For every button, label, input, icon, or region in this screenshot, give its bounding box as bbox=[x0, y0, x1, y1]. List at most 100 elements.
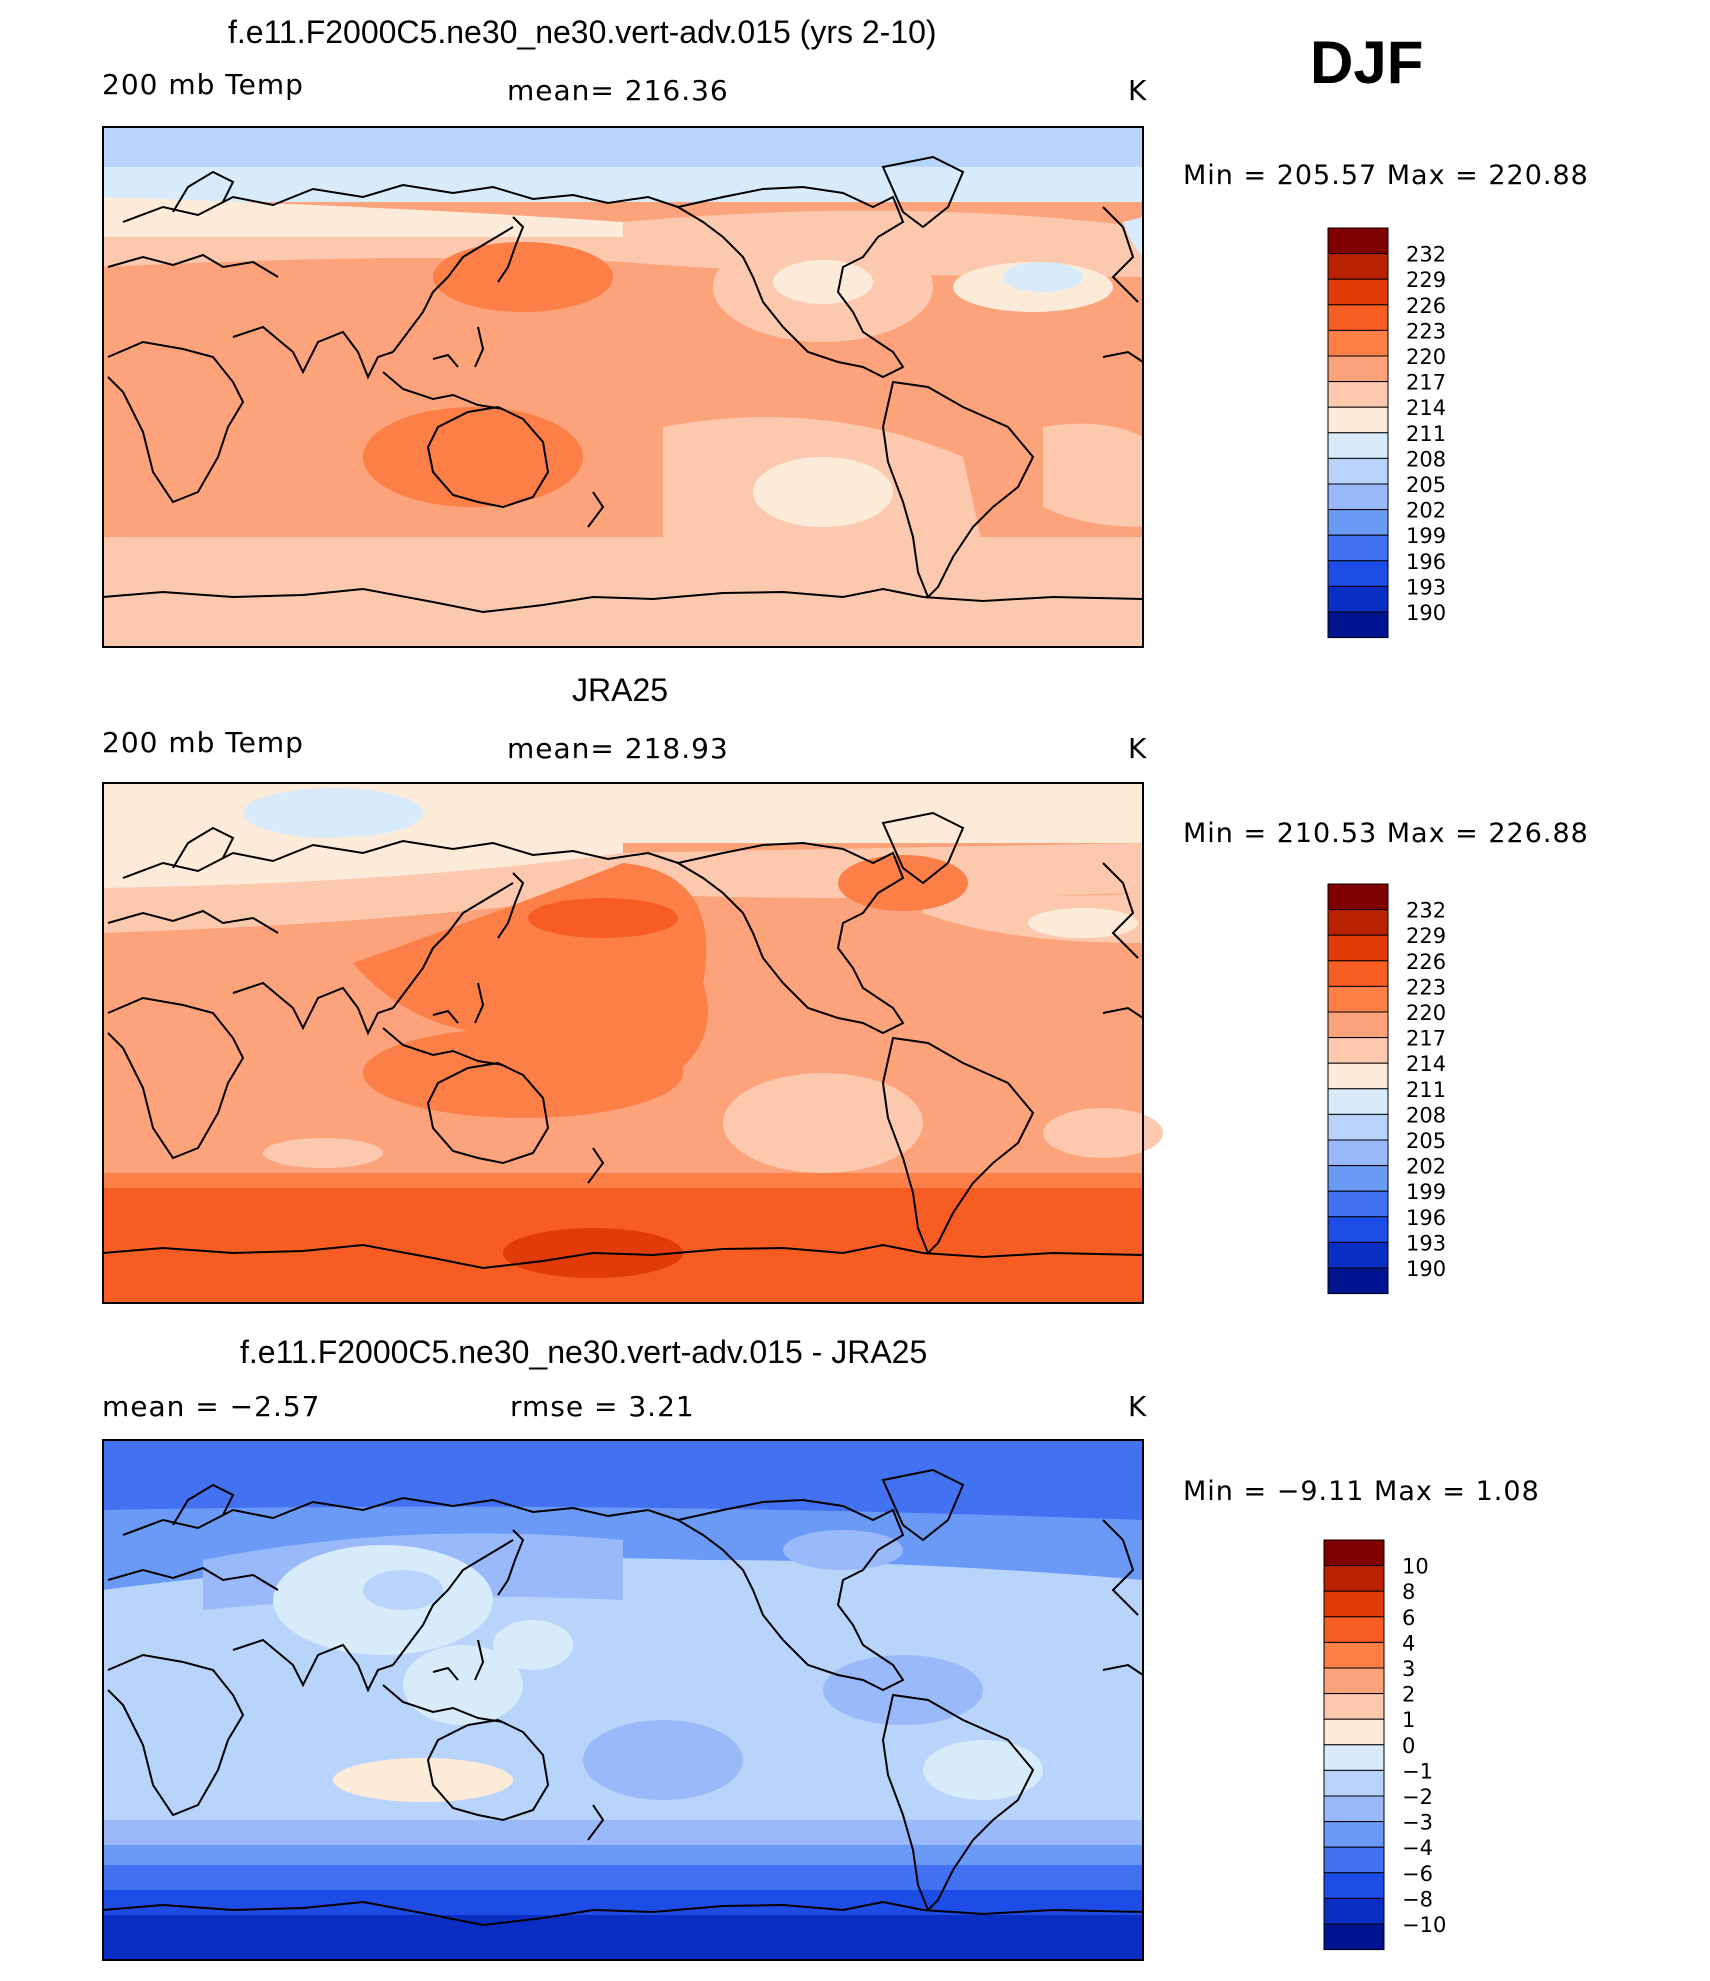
colorbar-tick-label: −3 bbox=[1402, 1811, 1433, 1835]
colorbar-tick-label: −4 bbox=[1402, 1836, 1433, 1860]
colorbar-swatch bbox=[1327, 1062, 1389, 1090]
colorbar-tick-label: 6 bbox=[1402, 1606, 1415, 1630]
colorbar-tick-label: −8 bbox=[1402, 1887, 1433, 1911]
colorbar-swatch bbox=[1327, 611, 1389, 639]
panel1-units: K bbox=[1128, 74, 1148, 107]
colorbar-tick-label: 193 bbox=[1406, 575, 1446, 599]
colorbar-tick-label: 220 bbox=[1406, 1001, 1446, 1025]
colorbar-swatch bbox=[1327, 381, 1389, 408]
colorbar-swatch bbox=[1323, 1667, 1385, 1695]
colorbar-swatch bbox=[1327, 278, 1389, 306]
colorbar-tick-label: 4 bbox=[1402, 1631, 1415, 1655]
colorbar-tick-label: 205 bbox=[1406, 1129, 1446, 1153]
colorbar-tick-label: 202 bbox=[1406, 499, 1446, 523]
colorbar-swatch bbox=[1327, 304, 1389, 331]
colorbar-tick-label: 190 bbox=[1406, 1257, 1446, 1281]
panel3-map bbox=[102, 1439, 1144, 1961]
colorbar-swatch bbox=[1327, 406, 1389, 434]
panel2-min-max: Min = 210.53 Max = 226.88 bbox=[1183, 818, 1589, 849]
colorbar-tick-label: 211 bbox=[1406, 1078, 1446, 1102]
colorbar-swatch bbox=[1327, 1165, 1389, 1192]
colorbar-swatch bbox=[1327, 1139, 1389, 1167]
colorbar-tick-label: 214 bbox=[1406, 1052, 1446, 1076]
colorbar-swatch bbox=[1327, 960, 1389, 987]
colorbar-swatch bbox=[1327, 909, 1389, 936]
colorbar-tick-label: 226 bbox=[1406, 950, 1446, 974]
panel2-variable-label: 200 mb Temp bbox=[102, 726, 304, 759]
colorbar-tick-label: 229 bbox=[1406, 924, 1446, 948]
colorbar-swatch bbox=[1323, 1693, 1385, 1720]
panel3-title: f.e11.F2000C5.ne30_ne30.vert-adv.015 - J… bbox=[240, 1334, 928, 1370]
colorbar-swatch bbox=[1323, 1846, 1385, 1874]
colorbar-swatch bbox=[1323, 1744, 1385, 1771]
colorbar-swatch bbox=[1323, 1872, 1385, 1899]
colorbar-swatch bbox=[1327, 985, 1389, 1013]
panel1-title: f.e11.F2000C5.ne30_ne30.vert-adv.015 (yr… bbox=[228, 14, 937, 50]
colorbar-tick-label: 202 bbox=[1406, 1155, 1446, 1179]
colorbar-tick-label: 196 bbox=[1406, 1206, 1446, 1230]
colorbar-tick-label: 193 bbox=[1406, 1231, 1446, 1255]
colorbar-swatch bbox=[1327, 1088, 1389, 1115]
panel1-variable-label: 200 mb Temp bbox=[102, 68, 304, 101]
colorbar-tick-label: −6 bbox=[1402, 1862, 1433, 1886]
colorbar-tick-label: 229 bbox=[1406, 268, 1446, 292]
colorbar-tick-label: 223 bbox=[1406, 319, 1446, 343]
panel3-rmse-label: rmse = 3.21 bbox=[510, 1390, 695, 1423]
panel3-mean-label: mean = −2.57 bbox=[102, 1390, 321, 1423]
panel1-colorbar: 2322292262232202172142112082052021991961… bbox=[1327, 227, 1446, 639]
colorbar-tick-label: 2 bbox=[1402, 1683, 1415, 1707]
colorbar-tick-label: 211 bbox=[1406, 422, 1446, 446]
colorbar-tick-label: 10 bbox=[1402, 1555, 1429, 1579]
colorbar-swatch bbox=[1327, 1037, 1389, 1064]
colorbar-tick-label: 223 bbox=[1406, 975, 1446, 999]
colorbar-swatch bbox=[1327, 1216, 1389, 1243]
colorbar-swatch bbox=[1327, 560, 1389, 587]
colorbar-swatch bbox=[1327, 432, 1389, 459]
colorbar-swatch bbox=[1327, 585, 1389, 613]
colorbar-swatch bbox=[1323, 1923, 1385, 1951]
colorbar-swatch bbox=[1323, 1821, 1385, 1848]
colorbar-swatch bbox=[1327, 253, 1389, 280]
colorbar-tick-label: −1 bbox=[1402, 1759, 1433, 1783]
colorbar-tick-label: 199 bbox=[1406, 524, 1446, 548]
colorbar-swatch bbox=[1327, 457, 1389, 485]
colorbar-tick-label: 1 bbox=[1402, 1708, 1415, 1732]
colorbar-tick-label: 232 bbox=[1406, 899, 1446, 923]
colorbar-swatch bbox=[1327, 329, 1389, 357]
colorbar-swatch bbox=[1323, 1616, 1385, 1643]
colorbar-tick-label: 205 bbox=[1406, 473, 1446, 497]
panel1-mean-label: mean= 216.36 bbox=[507, 74, 729, 107]
colorbar-tick-label: 208 bbox=[1406, 447, 1446, 471]
colorbar-swatch bbox=[1323, 1718, 1385, 1746]
colorbar-tick-label: 3 bbox=[1402, 1657, 1415, 1681]
colorbar-tick-label: −10 bbox=[1402, 1913, 1446, 1937]
season-label: DJF bbox=[1310, 29, 1424, 96]
colorbar-swatch bbox=[1323, 1769, 1385, 1797]
colorbar-swatch bbox=[1327, 534, 1389, 562]
panel2-mean-label: mean= 218.93 bbox=[507, 732, 729, 765]
colorbar-swatch bbox=[1327, 1190, 1389, 1218]
panel2-colorbar: 2322292262232202172142112082052021991961… bbox=[1327, 883, 1446, 1295]
colorbar-swatch bbox=[1323, 1590, 1385, 1618]
colorbar-tick-label: 199 bbox=[1406, 1180, 1446, 1204]
colorbar-swatch bbox=[1327, 509, 1389, 536]
panel1-map bbox=[102, 126, 1144, 648]
colorbar-swatch bbox=[1327, 483, 1389, 511]
colorbar-swatch bbox=[1323, 1565, 1385, 1592]
colorbar-swatch bbox=[1327, 1011, 1389, 1039]
colorbar-swatch bbox=[1327, 883, 1389, 911]
colorbar-tick-label: 217 bbox=[1406, 1027, 1446, 1051]
colorbar-swatch bbox=[1323, 1795, 1385, 1823]
colorbar-tick-label: 220 bbox=[1406, 345, 1446, 369]
colorbar-swatch bbox=[1323, 1897, 1385, 1925]
colorbar-swatch bbox=[1327, 355, 1389, 383]
colorbar-tick-label: 0 bbox=[1402, 1734, 1415, 1758]
colorbar-swatch bbox=[1327, 934, 1389, 962]
colorbar-swatch bbox=[1327, 1241, 1389, 1269]
colorbar-swatch bbox=[1323, 1539, 1385, 1567]
colorbar-tick-label: 217 bbox=[1406, 371, 1446, 395]
colorbar-tick-label: 226 bbox=[1406, 294, 1446, 318]
colorbar-swatch bbox=[1323, 1641, 1385, 1669]
colorbar-tick-label: 190 bbox=[1406, 601, 1446, 625]
